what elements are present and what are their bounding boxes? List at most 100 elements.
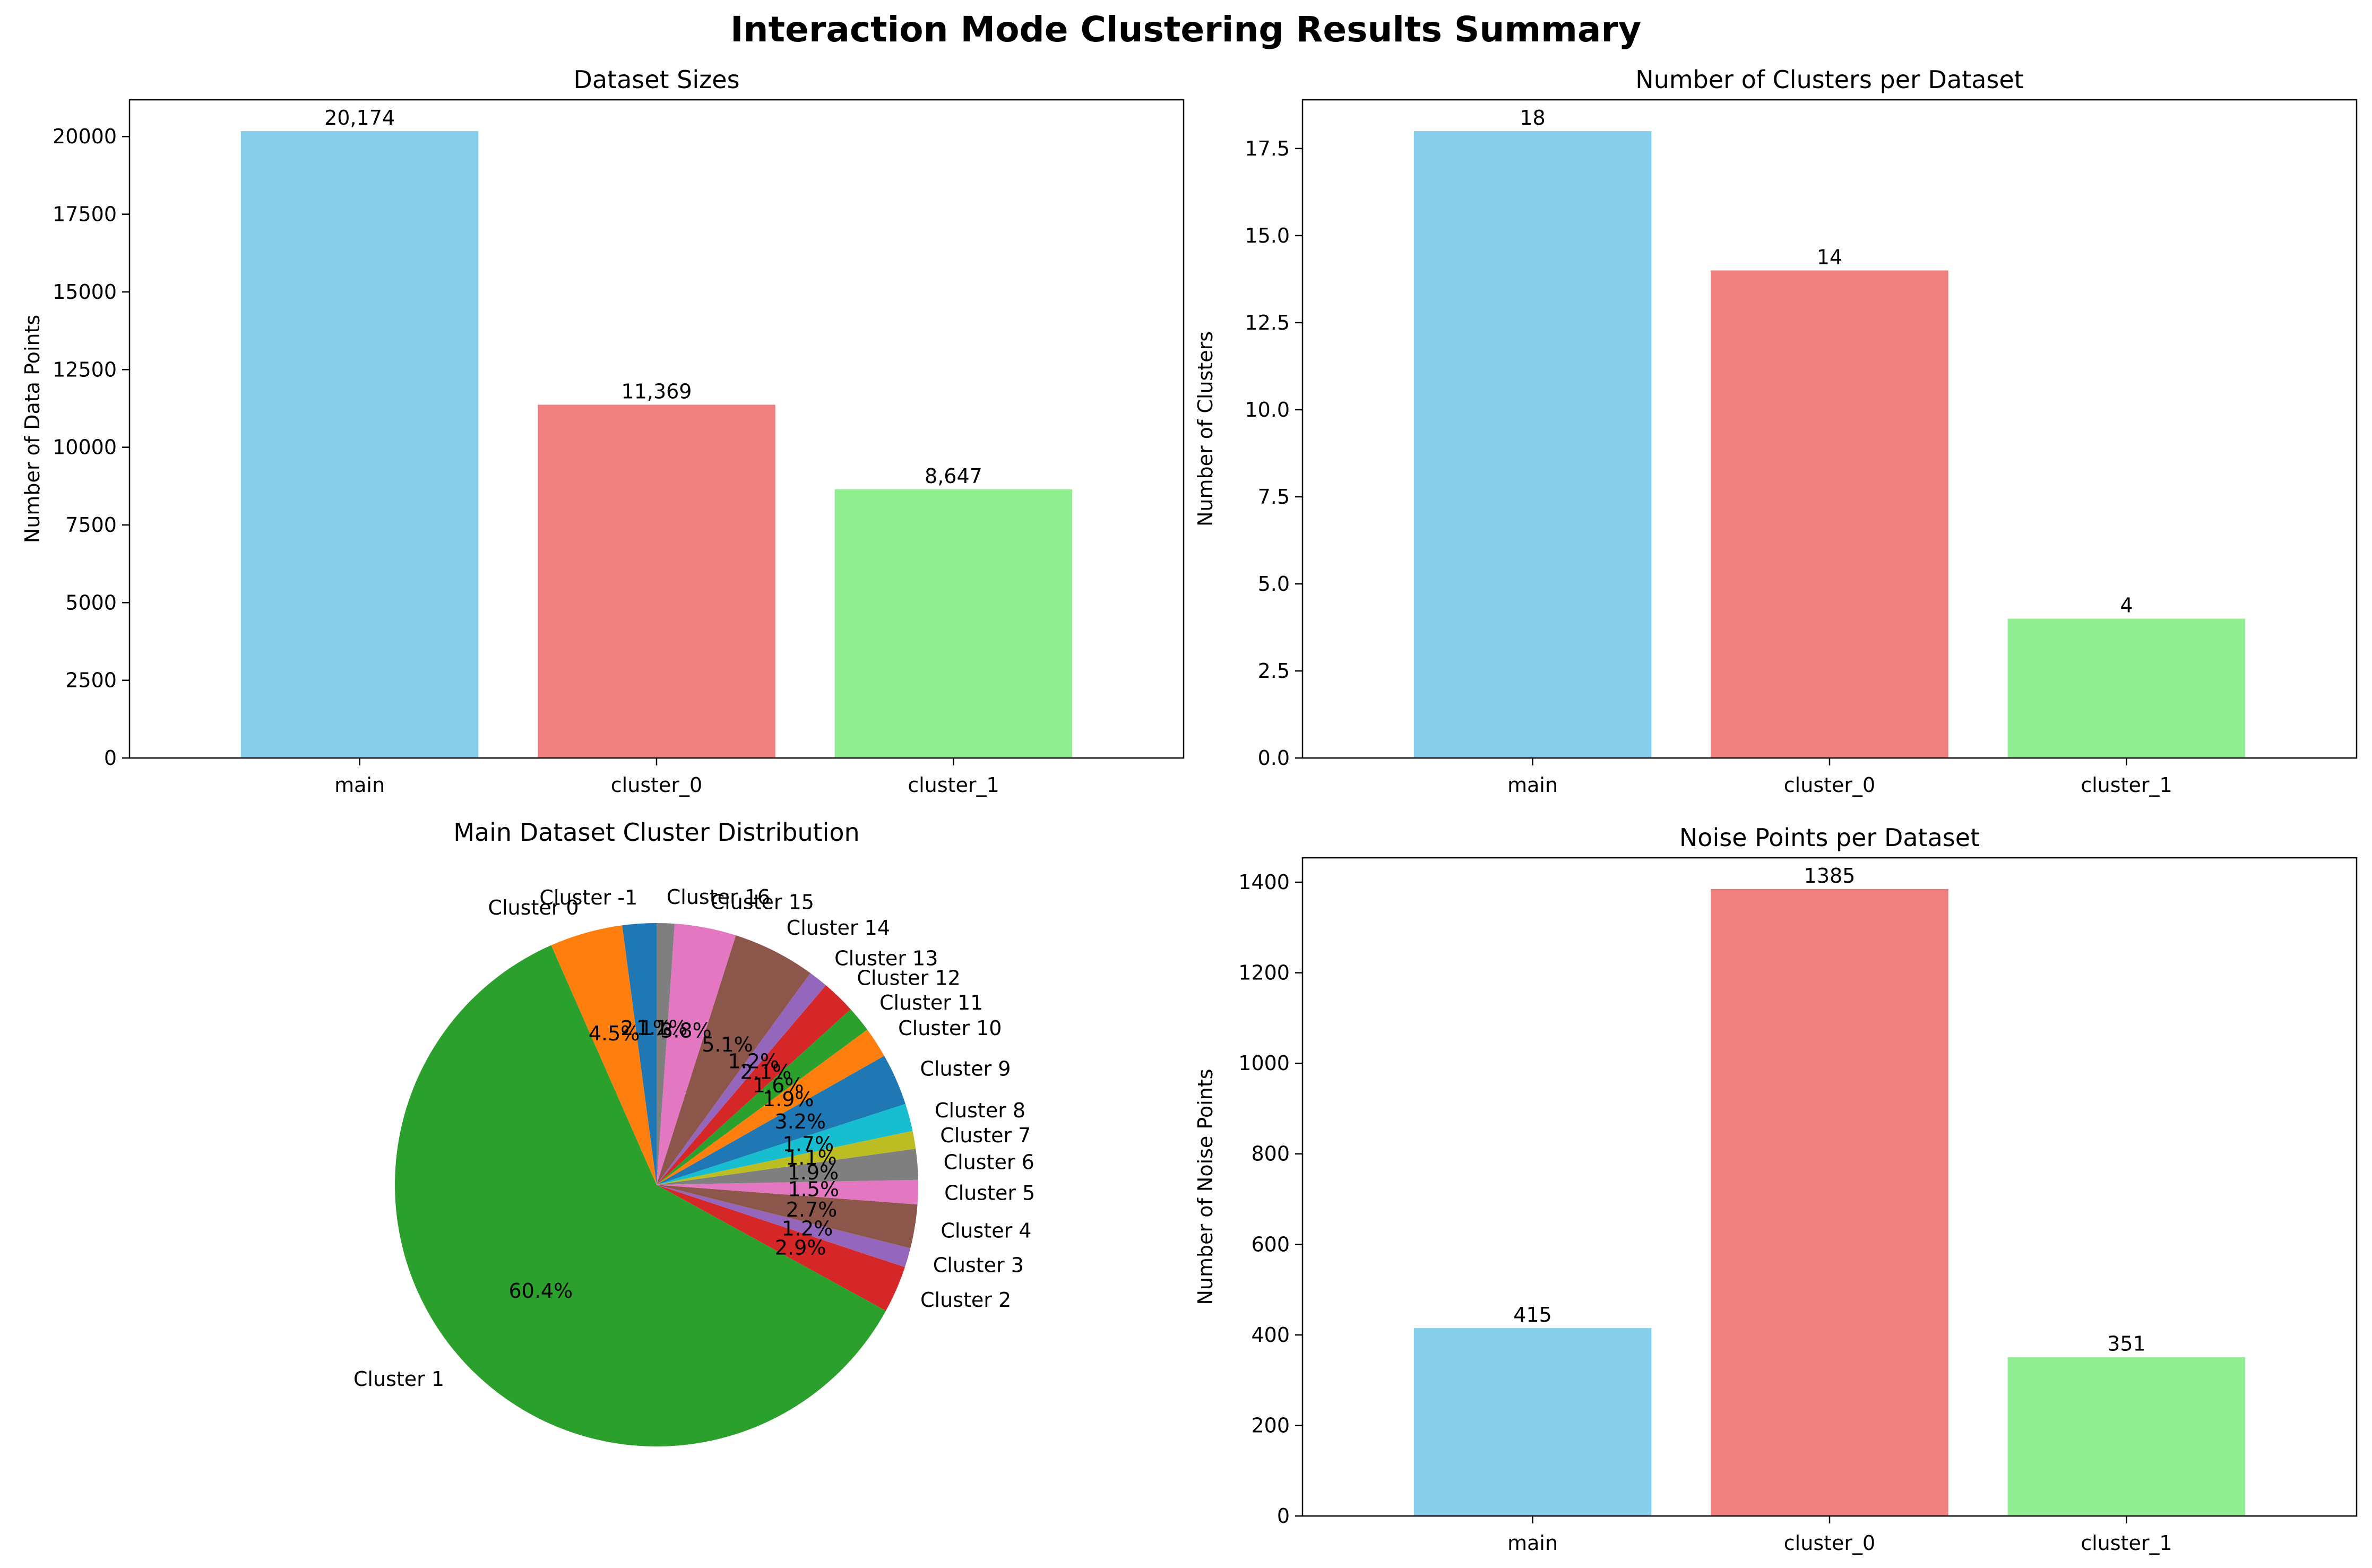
x-tick-label: cluster_0 <box>1784 1531 1875 1555</box>
pie-slice-percent: 2.1% <box>620 1016 672 1040</box>
y-tick-label: 600 <box>1251 1233 1290 1256</box>
pie-slice-cluster-14 <box>657 935 810 1185</box>
clusters-per-dataset-chart: Number of Clusters per Dataset 18 main 14 cl… <box>1194 65 2358 797</box>
axes-frame <box>1301 99 2358 759</box>
y-axis-label: Number of Clusters <box>1194 331 1217 527</box>
pie-slice-percent: 4.5% <box>589 1022 640 1045</box>
y-tick-label: 12500 <box>53 358 117 381</box>
pie-slice-percent: 1.5% <box>788 1177 839 1201</box>
y-tick-label: 5.0 <box>1258 572 1290 596</box>
pie-slice-label: Cluster 4 <box>941 1219 1031 1243</box>
pie-slice-percent: 1.1% <box>786 1146 837 1169</box>
pie-slice-label: Cluster 8 <box>935 1099 1025 1122</box>
pie-slice-cluster-1 <box>395 945 886 1446</box>
bar-main <box>240 131 479 759</box>
pie-slice-cluster-9 <box>657 1056 905 1185</box>
pie-slice-label: Cluster 1 <box>353 1367 444 1391</box>
axes-frame <box>1301 857 2358 1517</box>
x-tick-label: main <box>1507 1531 1558 1555</box>
y-tick-label: 12.5 <box>1245 311 1290 334</box>
pie-slice-percent: 5.1% <box>702 1033 753 1056</box>
x-tick-label: main <box>1507 773 1558 797</box>
pie-slice-cluster-3 <box>657 1185 911 1268</box>
pie-slice-percent: 2.7% <box>786 1198 838 1221</box>
y-tick-label: 7500 <box>65 513 117 537</box>
pie-slice-cluster-0 <box>551 925 657 1185</box>
y-axis-label: Number of Noise Points <box>1194 1069 1217 1305</box>
pie-slice-label: Cluster 9 <box>920 1057 1011 1081</box>
y-tick-label: 1400 <box>1238 871 1290 894</box>
pie-slice-percent: 1.9% <box>788 1161 839 1184</box>
x-tick-label: cluster_1 <box>908 773 999 797</box>
pie-slice-label: Cluster 12 <box>857 967 960 990</box>
y-tick-label: 2.5 <box>1258 659 1290 683</box>
pie-slice-percent: 1.9% <box>763 1088 814 1111</box>
chart-title: Number of Clusters per Dataset <box>1635 65 2023 94</box>
y-tick-label: 17.5 <box>1245 137 1290 160</box>
pie-slice-percent: 1.7% <box>783 1133 834 1156</box>
bar-value-label: 8,647 <box>925 464 982 488</box>
bar-cluster_1 <box>834 489 1073 758</box>
x-tick-label: cluster_1 <box>2081 1531 2172 1555</box>
pie-slice-percent: 1.2% <box>728 1049 779 1073</box>
pie-slice-percent: 2.1% <box>740 1061 792 1084</box>
x-tick-label: cluster_0 <box>611 773 702 797</box>
y-tick-label: 5000 <box>65 591 117 614</box>
bar-cluster_0 <box>538 404 775 758</box>
y-tick-label: 800 <box>1251 1142 1290 1166</box>
pie-slice-percent: 60.4% <box>508 1279 573 1303</box>
x-tick-label: main <box>334 773 385 797</box>
pie-slice-cluster-7 <box>657 1131 916 1185</box>
axes-frame <box>128 99 1185 759</box>
pie-slice-label: Cluster 3 <box>933 1253 1024 1277</box>
bar-value-label: 11,369 <box>622 380 692 403</box>
pie-slice-cluster-13 <box>657 973 826 1185</box>
pie-slice-percent: 3.8% <box>660 1019 712 1042</box>
pie-slice-cluster-6 <box>657 1149 918 1185</box>
figure-suptitle: Interaction Mode Clustering Results Summ… <box>730 9 1641 50</box>
noise-points-chart: Noise Points per Dataset 415 main 1385 clust… <box>1194 823 2358 1555</box>
pie-slice-cluster-8 <box>657 1104 913 1185</box>
pie-slice-cluster-11 <box>657 1009 868 1185</box>
pie-slice-percent: 1.6% <box>753 1074 804 1097</box>
y-tick-label: 17500 <box>53 203 117 226</box>
y-tick-label: 1000 <box>1238 1052 1290 1075</box>
pie-slice-percent: 1.1% <box>636 1016 688 1039</box>
pie-slice-cluster-15 <box>657 924 736 1185</box>
pie-slice-label: Cluster 15 <box>711 890 814 914</box>
pie-slice-cluster--1 <box>622 923 657 1185</box>
y-tick-label: 20000 <box>53 125 117 148</box>
bar-main <box>1413 1328 1652 1516</box>
bar-value-label: 20,174 <box>324 106 395 130</box>
chart-title: Dataset Sizes <box>573 65 739 94</box>
bar-value-label: 18 <box>1520 106 1545 130</box>
dataset-sizes-chart: Dataset Sizes 20,174 main 11,369 cluster_0 8,… <box>21 65 1185 797</box>
pie-slice-label: Cluster 13 <box>834 947 938 970</box>
y-tick-label: 0 <box>104 746 117 770</box>
y-axis-label: Number of Data Points <box>21 315 44 543</box>
bar-value-label: 14 <box>1817 245 1842 269</box>
bar-value-label: 351 <box>2107 1332 2146 1356</box>
bar-cluster_1 <box>2007 1357 2246 1516</box>
y-tick-label: 15000 <box>53 280 117 304</box>
y-tick-label: 200 <box>1251 1414 1290 1437</box>
pie-slice-cluster-4 <box>657 1185 918 1248</box>
y-tick-label: 15.0 <box>1245 224 1290 247</box>
pie-slice-percent: 2.9% <box>775 1236 826 1259</box>
pie-slice-label: Cluster 0 <box>488 896 579 919</box>
bar-cluster_0 <box>1711 889 1948 1516</box>
pie-slice-cluster-5 <box>657 1179 918 1205</box>
y-tick-label: 10.0 <box>1245 398 1290 421</box>
y-tick-label: 7.5 <box>1258 485 1290 509</box>
x-tick-label: cluster_0 <box>1784 773 1875 797</box>
pie-slice-label: Cluster 16 <box>667 885 770 909</box>
y-tick-label: 2500 <box>65 669 117 692</box>
bar-main <box>1413 131 1652 759</box>
pie-slice-label: Cluster 10 <box>898 1016 1002 1040</box>
y-tick-label: 10000 <box>53 436 117 459</box>
y-tick-label: 1200 <box>1238 961 1290 985</box>
pie-slice-label: Cluster -1 <box>539 886 637 909</box>
bar-value-label: 1385 <box>1804 864 1856 888</box>
bar-cluster_0 <box>1711 270 1948 759</box>
pie-slice-label: Cluster 14 <box>787 916 890 940</box>
